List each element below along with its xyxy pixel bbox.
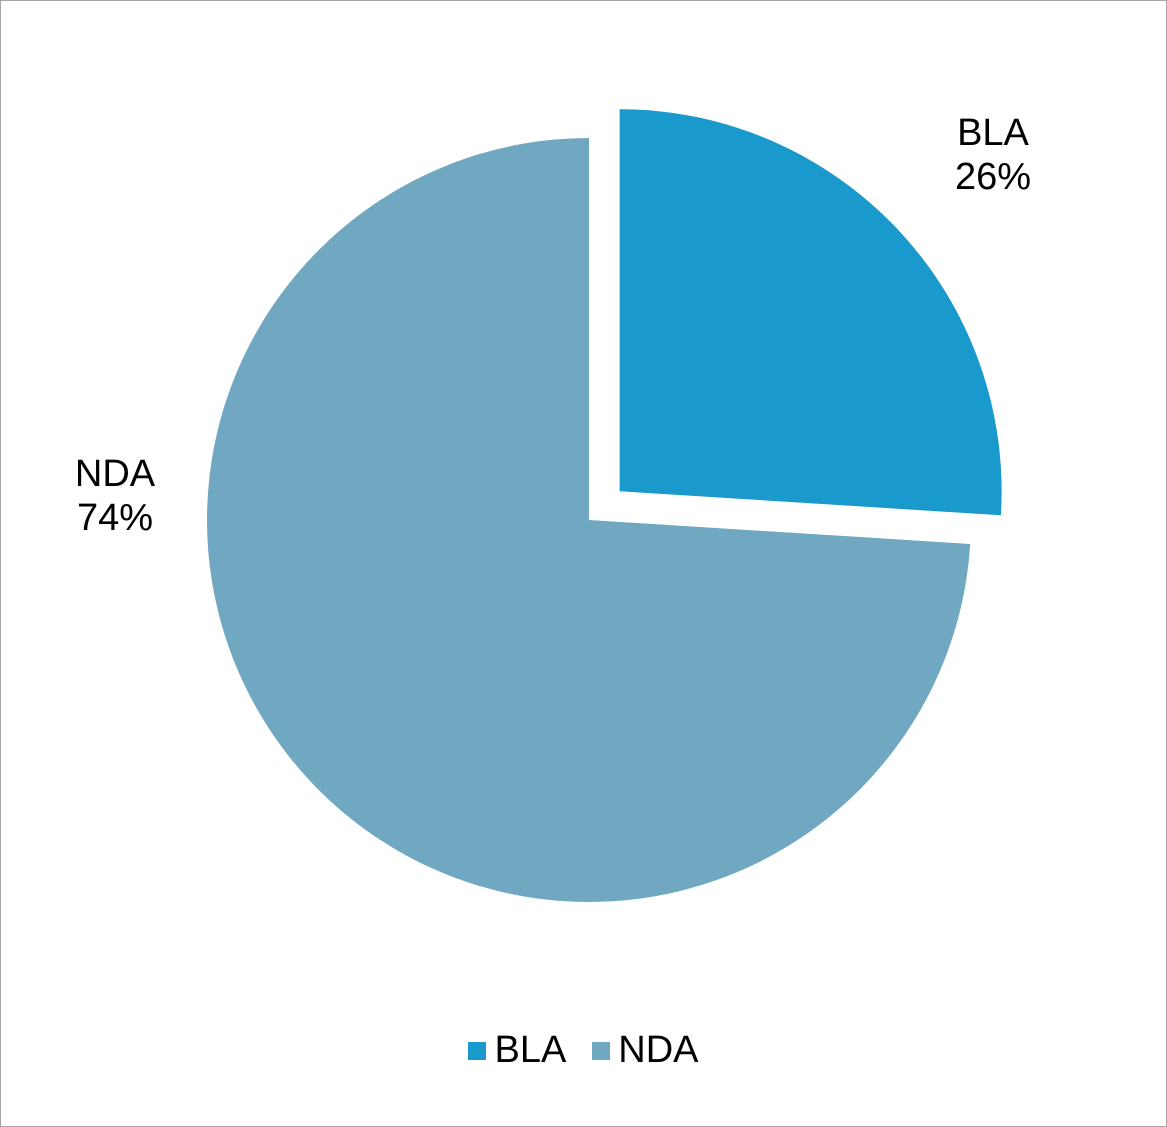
legend-item-nda: NDA bbox=[592, 1029, 699, 1072]
legend-label-bla: BLA bbox=[494, 1029, 567, 1071]
legend-label-nda: NDA bbox=[618, 1029, 699, 1071]
legend: BLA NDA bbox=[1, 1029, 1166, 1072]
legend-swatch-nda bbox=[592, 1041, 611, 1060]
data-label-nda-pct: 74% bbox=[77, 497, 153, 539]
data-label-bla-pct: 26% bbox=[955, 156, 1031, 198]
legend-swatch-bla bbox=[468, 1041, 487, 1060]
legend-item-bla: BLA bbox=[468, 1029, 566, 1072]
data-label-nda-name: NDA bbox=[75, 453, 156, 495]
pie-slice-bla bbox=[619, 109, 1002, 516]
pie-slice-nda bbox=[207, 138, 971, 902]
data-label-bla-name: BLA bbox=[957, 112, 1029, 154]
